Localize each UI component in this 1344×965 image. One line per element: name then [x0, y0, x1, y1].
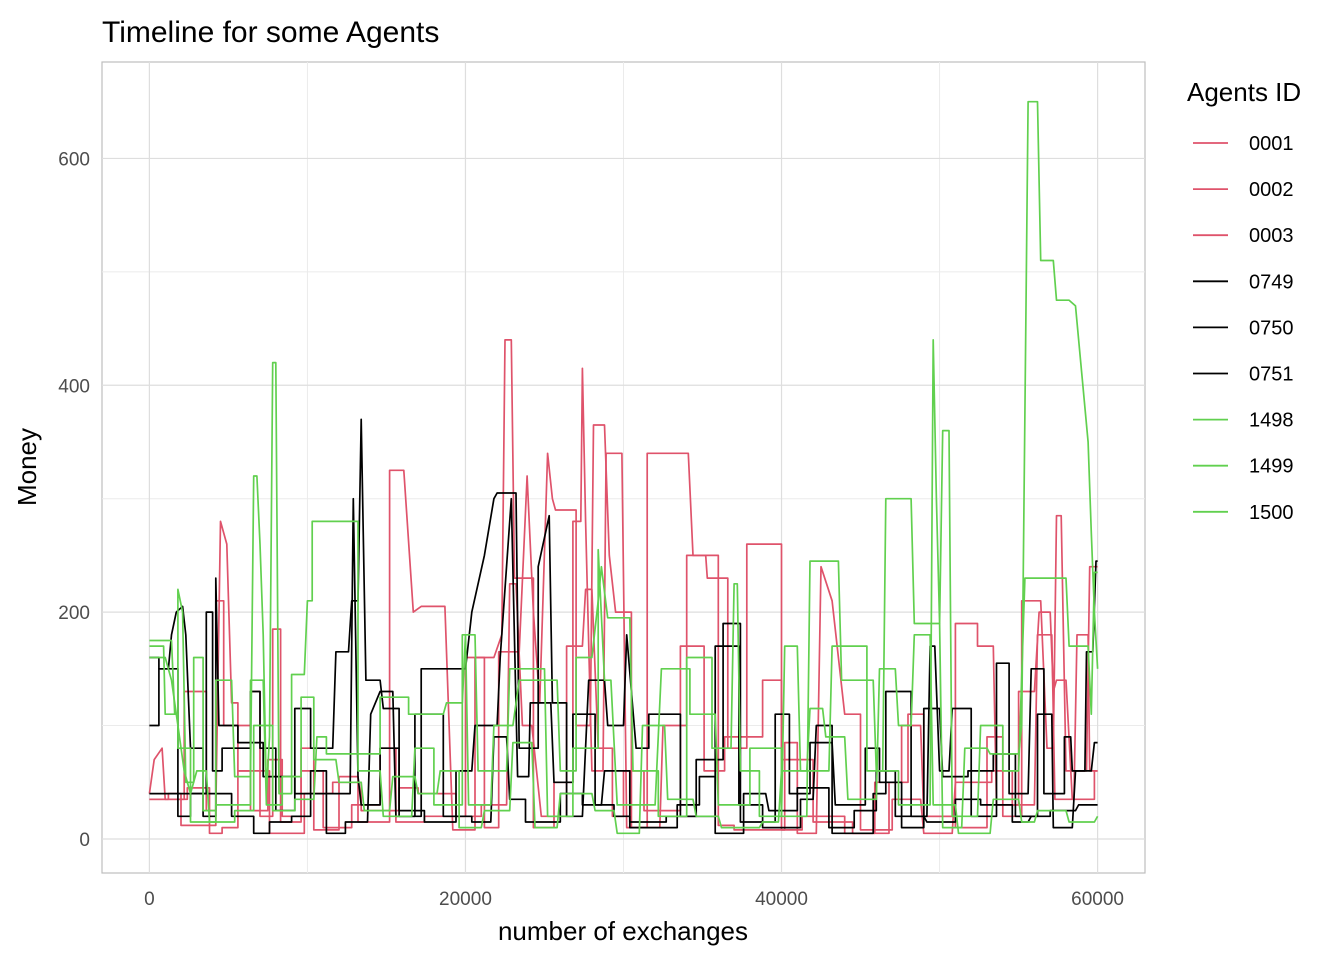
chart-title: Timeline for some Agents	[102, 16, 439, 49]
legend-label: 0001	[1249, 133, 1294, 155]
series-lines	[148, 100, 1099, 835]
series-line-1500	[149, 633, 1099, 835]
legend-item: 0003	[1193, 225, 1294, 247]
x-tick-label: 40000	[755, 889, 808, 910]
legend-label: 1500	[1249, 502, 1294, 524]
legend-label: 0003	[1249, 225, 1294, 247]
x-tick-label: 20000	[439, 889, 492, 910]
legend-item: 0002	[1193, 179, 1294, 201]
legend-item: 0751	[1193, 364, 1294, 386]
y-tick-label: 0	[79, 830, 90, 851]
series-line-1499	[149, 100, 1099, 829]
legend-label: 1499	[1249, 456, 1294, 478]
legend-item: 1499	[1193, 456, 1294, 478]
x-tick-label: 0	[144, 889, 155, 910]
legend-item: 1498	[1193, 410, 1294, 432]
legend-title: Agents ID	[1187, 77, 1301, 107]
legend-label: 0002	[1249, 179, 1294, 201]
legend-label: 0751	[1249, 364, 1294, 386]
legend-item: 0750	[1193, 317, 1294, 339]
y-tick-label: 400	[58, 376, 90, 397]
axis-ticks: 0 20000 40000 60000 0 200 400 600	[58, 149, 1124, 910]
legend-label: 0750	[1249, 317, 1294, 339]
x-axis-label: number of exchanges	[498, 916, 748, 946]
y-tick-label: 600	[58, 149, 90, 170]
legend-item: 0749	[1193, 271, 1294, 293]
legend-item: 0001	[1193, 133, 1294, 155]
legend-item: 1500	[1193, 502, 1294, 524]
legend: 0001 0002 0003 0749 0750 0751 1498 1499 1500	[1193, 133, 1294, 524]
y-axis-label: Money	[12, 428, 42, 506]
x-tick-label: 60000	[1071, 889, 1124, 910]
series-line-0751	[149, 690, 1098, 835]
y-tick-label: 200	[58, 603, 90, 624]
legend-label: 0749	[1249, 271, 1294, 293]
legend-label: 1498	[1249, 410, 1294, 432]
